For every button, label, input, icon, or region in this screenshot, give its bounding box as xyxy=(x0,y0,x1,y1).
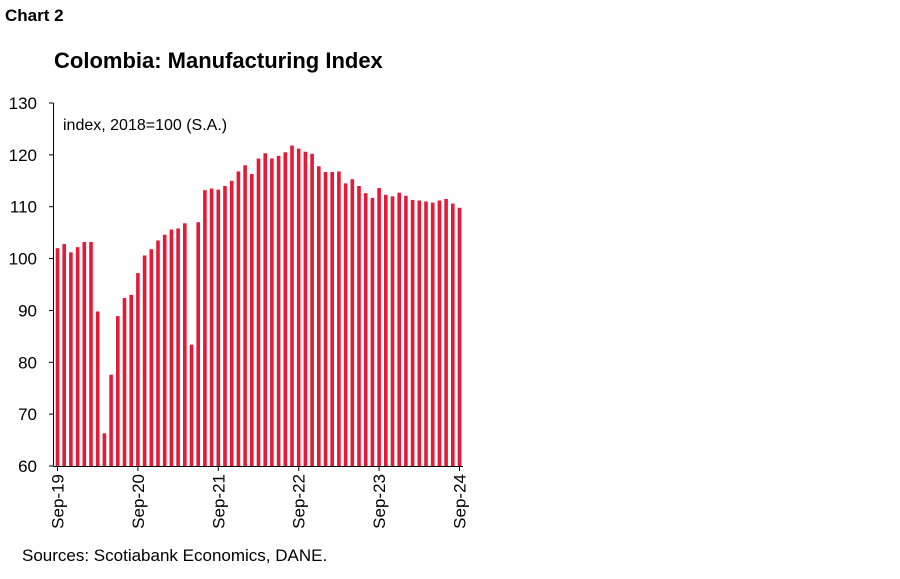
y-tick-label: 90 xyxy=(18,301,37,320)
bar-Jul-22 xyxy=(283,152,288,466)
bar-Nov-20 xyxy=(149,249,154,466)
bar-Jul-24 xyxy=(444,198,448,466)
bar-Aug-21 xyxy=(209,188,214,466)
x-tick-label: Sep-19 xyxy=(49,474,68,529)
bar-Oct-19 xyxy=(62,244,66,466)
bar-Jan-22 xyxy=(243,165,247,467)
bar-Feb-24 xyxy=(410,199,415,466)
bar-May-23 xyxy=(350,179,355,467)
bar-Mar-20 xyxy=(95,311,100,466)
y-tick-label: 110 xyxy=(10,198,37,217)
bar-Oct-22 xyxy=(303,151,308,466)
bar-Jan-21 xyxy=(162,234,167,466)
bar-Jul-21 xyxy=(203,190,207,466)
bar-Nov-23 xyxy=(390,196,395,466)
bar-Dec-21 xyxy=(236,171,241,466)
bar-Sep-20 xyxy=(136,273,140,466)
bar-May-24 xyxy=(430,202,435,466)
bar-Oct-21 xyxy=(223,185,227,466)
bar-Jul-23 xyxy=(363,193,368,467)
bar-Aug-22 xyxy=(290,145,294,466)
source-note: Sources: Scotiabank Economics, DANE. xyxy=(22,546,328,565)
bar-Dec-20 xyxy=(156,240,160,466)
unit-note: index, 2018=100 (S.A.) xyxy=(63,117,227,134)
bar-Apr-24 xyxy=(424,201,428,466)
bar-Nov-22 xyxy=(310,153,314,466)
bar-Jun-22 xyxy=(276,155,281,466)
bar-May-20 xyxy=(109,374,113,466)
chart-title: Colombia: Manufacturing Index xyxy=(54,48,383,73)
x-tick-label: Sep-21 xyxy=(209,474,228,529)
bar-Dec-22 xyxy=(317,166,321,466)
y-tick-label: 130 xyxy=(9,94,37,113)
bar-Oct-20 xyxy=(142,255,147,466)
bar-Feb-21 xyxy=(169,229,174,466)
bar-Aug-24 xyxy=(451,203,455,466)
bar-Nov-21 xyxy=(229,180,234,467)
x-tick-label: Sep-23 xyxy=(370,474,389,529)
bar-Aug-23 xyxy=(370,197,375,466)
bar-Feb-22 xyxy=(250,174,254,467)
bar-series xyxy=(55,145,462,467)
bar-Aug-20 xyxy=(129,294,133,466)
bar-Apr-23 xyxy=(343,183,348,466)
bar-Sep-19 xyxy=(55,248,60,466)
bar-Mar-21 xyxy=(176,228,180,466)
bar-Jun-24 xyxy=(437,200,442,467)
bar-Mar-24 xyxy=(417,200,422,467)
y-tick-label: 60 xyxy=(18,457,37,476)
bar-Jun-23 xyxy=(357,185,361,466)
bar-Dec-23 xyxy=(397,192,401,466)
chart-heading: Chart 2 xyxy=(5,6,64,25)
bar-Jul-20 xyxy=(122,297,127,466)
bar-Feb-23 xyxy=(330,171,334,466)
bar-May-22 xyxy=(270,158,274,467)
bar-Jan-24 xyxy=(404,195,408,466)
bar-Jun-20 xyxy=(116,316,120,466)
bar-Oct-23 xyxy=(384,194,388,467)
x-tick-label: Sep-24 xyxy=(451,474,470,529)
bar-Apr-20 xyxy=(102,433,107,466)
y-tick-label: 70 xyxy=(18,405,37,424)
bar-Sep-21 xyxy=(216,189,221,466)
bar-Feb-20 xyxy=(89,241,93,466)
bar-Nov-19 xyxy=(69,252,73,466)
bar-Dec-19 xyxy=(75,247,80,466)
x-tick-label: Sep-22 xyxy=(290,474,309,529)
bar-Apr-21 xyxy=(183,223,187,466)
y-tick-label: 120 xyxy=(9,146,37,165)
y-axis-ticks: 60 70 80 90 100 110 120 130 xyxy=(9,94,54,476)
bar-Sep-22 xyxy=(296,148,301,466)
x-axis-ticks: Sep-19 Sep-20 Sep-21 Sep-22 Sep-23 Sep-24 xyxy=(49,466,470,529)
bar-Mar-23 xyxy=(337,171,341,466)
bar-May-21 xyxy=(189,344,194,466)
bar-Mar-22 xyxy=(256,158,261,467)
bar-Jun-21 xyxy=(196,222,200,466)
y-tick-label: 80 xyxy=(18,353,37,372)
bar-Apr-22 xyxy=(263,153,267,467)
bar-Sep-24 xyxy=(457,207,462,466)
y-tick-label: 100 xyxy=(9,250,37,269)
bar-Jan-20 xyxy=(82,241,87,466)
bar-Jan-23 xyxy=(323,171,328,466)
x-tick-label: Sep-20 xyxy=(129,474,148,529)
bar-Sep-23 xyxy=(377,188,381,467)
